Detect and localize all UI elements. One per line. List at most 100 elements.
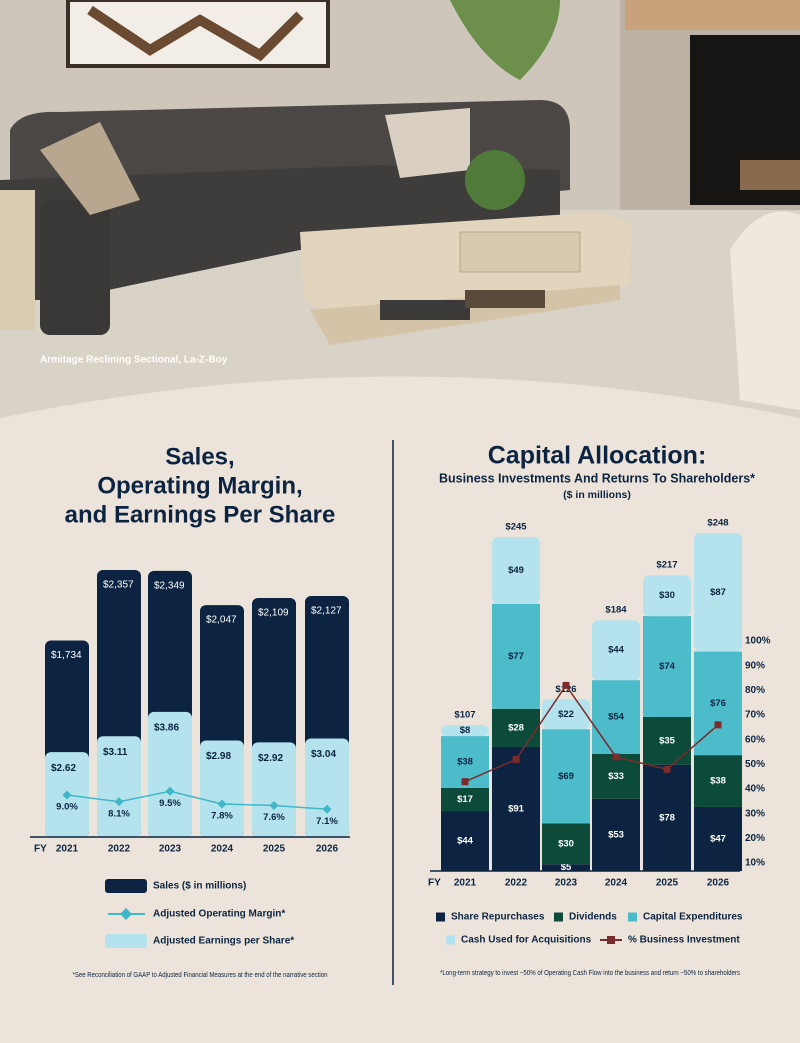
segment-label: $74 bbox=[659, 661, 676, 672]
margin-marker bbox=[269, 801, 279, 810]
segment-label: $53 bbox=[608, 829, 624, 840]
eps-label: $3.11 bbox=[103, 747, 128, 758]
bar-segment bbox=[542, 823, 590, 865]
margin-label: 9.0% bbox=[56, 802, 78, 813]
bar-segment bbox=[643, 716, 691, 765]
side-table bbox=[0, 190, 35, 330]
eps-bar bbox=[97, 736, 141, 837]
segment-label: $38 bbox=[710, 776, 726, 787]
x-tick-label: 2022 bbox=[505, 878, 528, 889]
eps-label: $3.86 bbox=[154, 723, 179, 734]
sofa-seat bbox=[0, 165, 560, 300]
margin-label: 7.1% bbox=[316, 816, 338, 827]
segment-label: $44 bbox=[457, 836, 474, 847]
hero-photo: Armitage Reclining Sectional, La-Z-Boy bbox=[0, 0, 800, 420]
sales-label: $2,109 bbox=[258, 608, 289, 619]
y2-tick-label: 60% bbox=[745, 734, 765, 745]
y2-tick-label: 100% bbox=[745, 636, 771, 647]
margin-label: 8.1% bbox=[108, 808, 130, 819]
legend-swatch bbox=[628, 912, 637, 922]
segment-label: $87 bbox=[710, 587, 726, 598]
sales-label: $2,127 bbox=[311, 606, 342, 617]
legend-swatch bbox=[105, 879, 147, 893]
sales-label: $2,349 bbox=[154, 580, 185, 591]
bar-segment bbox=[542, 699, 590, 730]
bar-segment bbox=[643, 575, 691, 617]
segment-label: $35 bbox=[659, 735, 676, 746]
bar-segment bbox=[643, 764, 691, 871]
segment-label: $78 bbox=[659, 812, 675, 823]
segment-label: $30 bbox=[659, 590, 675, 601]
eps-label: $2.98 bbox=[206, 751, 231, 762]
legend-label: Adjusted Earnings per Share* bbox=[153, 936, 294, 947]
plant bbox=[465, 150, 525, 210]
total-label: $107 bbox=[454, 710, 475, 721]
logs bbox=[740, 160, 800, 190]
segment-label: $5 bbox=[561, 862, 572, 873]
line-marker bbox=[663, 765, 671, 773]
books bbox=[380, 300, 470, 320]
x-tick-label: 2022 bbox=[108, 844, 131, 855]
footnote: *See Reconciliation of GAAP to Adjusted … bbox=[73, 970, 328, 979]
bar-segment bbox=[492, 708, 540, 747]
x-tick-label: 2025 bbox=[656, 878, 679, 889]
segment-label: $17 bbox=[457, 794, 473, 805]
y2-tick-label: 20% bbox=[745, 833, 765, 844]
bar-segment bbox=[542, 864, 590, 871]
y2-tick-label: 90% bbox=[745, 660, 765, 671]
segment-label: $54 bbox=[608, 711, 625, 722]
bar-segment bbox=[694, 755, 742, 807]
books bbox=[465, 290, 545, 308]
segment-label: $8 bbox=[460, 725, 471, 736]
eps-bar bbox=[200, 740, 244, 837]
line-series bbox=[464, 684, 719, 783]
page-background bbox=[0, 376, 800, 1043]
x-tick-label: 2026 bbox=[316, 844, 339, 855]
segment-label: $76 bbox=[710, 698, 726, 709]
margin-label: 9.5% bbox=[159, 798, 181, 809]
margin-label: 7.8% bbox=[211, 811, 233, 822]
eps-bar bbox=[252, 742, 296, 837]
x-tick-label: 2021 bbox=[56, 844, 79, 855]
x-axis-label: FY bbox=[428, 878, 441, 889]
x-tick-label: 2024 bbox=[211, 844, 234, 855]
chart-title: Sales, bbox=[165, 443, 234, 470]
legend-swatch bbox=[105, 934, 147, 948]
eps-label: $3.04 bbox=[311, 749, 336, 760]
legend-swatch bbox=[446, 935, 455, 945]
bar-segment bbox=[592, 620, 640, 681]
legend-swatch bbox=[554, 912, 563, 922]
margin-marker bbox=[165, 786, 175, 796]
pillow bbox=[385, 108, 470, 178]
chart-subtitle: Business Investments And Returns To Shar… bbox=[439, 471, 755, 485]
footnote: *Long-term strategy to invest ~50% of Op… bbox=[440, 968, 740, 977]
line-marker bbox=[612, 753, 620, 761]
y2-tick-label: 80% bbox=[745, 685, 765, 696]
margin-line bbox=[66, 790, 328, 810]
bar-segment bbox=[694, 532, 742, 652]
margin-marker bbox=[217, 799, 227, 809]
bar-segment bbox=[542, 729, 590, 824]
legend-label: Dividends bbox=[569, 912, 617, 923]
y2-tick-label: 50% bbox=[745, 759, 765, 770]
chair bbox=[730, 211, 800, 410]
x-tick-label: 2023 bbox=[159, 844, 182, 855]
chart-title: and Earnings Per Share bbox=[65, 501, 336, 528]
segment-label: $30 bbox=[558, 838, 574, 849]
x-tick-label: 2023 bbox=[555, 878, 578, 889]
sofa-arm bbox=[40, 200, 110, 335]
bar-segment bbox=[592, 680, 640, 754]
margin-label: 7.6% bbox=[263, 812, 285, 823]
bar-segment bbox=[441, 787, 489, 812]
segment-label: $38 bbox=[457, 756, 473, 767]
x-tick-label: 2026 bbox=[707, 878, 730, 889]
x-tick-label: 2024 bbox=[605, 878, 628, 889]
segment-label: $47 bbox=[710, 833, 726, 844]
bar-segment bbox=[592, 798, 640, 871]
segment-label: $33 bbox=[608, 771, 624, 782]
legend-label: Share Repurchases bbox=[451, 912, 545, 923]
margin-marker bbox=[322, 804, 332, 814]
eps-bar bbox=[148, 711, 192, 837]
